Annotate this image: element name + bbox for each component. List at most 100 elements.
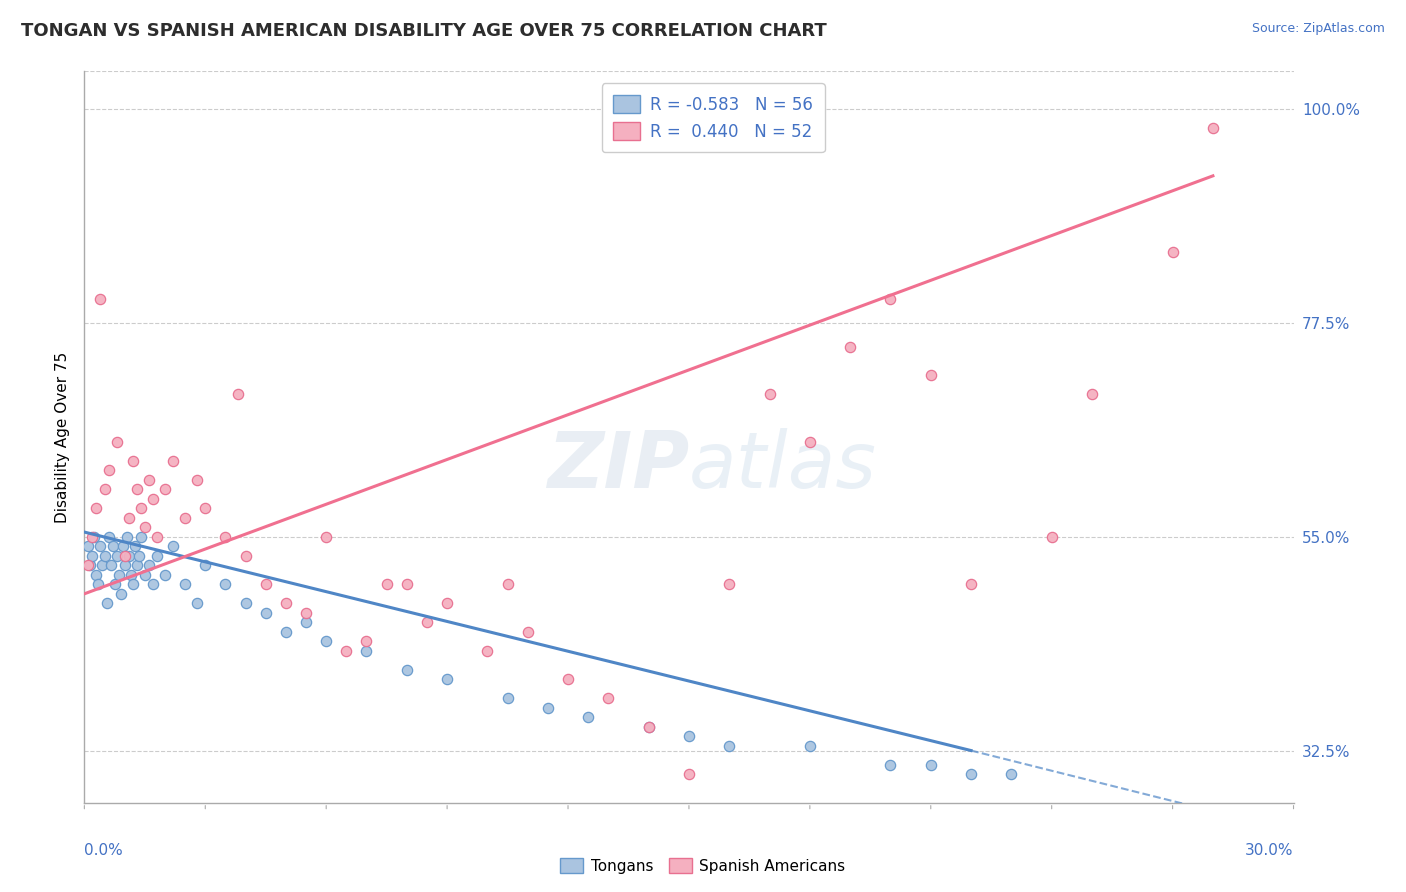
Point (758, 387, 780, 401)
Point (678, 729, 700, 743)
Point (153, 483, 176, 497)
Legend: R = -0.583   N = 56, R =  0.440   N = 52: R = -0.583 N = 56, R = 0.440 N = 52 (602, 83, 824, 153)
Point (186, 596, 208, 610)
Point (718, 577, 741, 591)
Point (105, 434, 128, 449)
Point (799, 739, 821, 753)
Point (142, 577, 165, 591)
Point (97, 463, 120, 477)
Point (186, 473, 208, 487)
Point (194, 501, 217, 516)
Point (146, 530, 169, 544)
Point (111, 539, 134, 553)
Point (83, 530, 105, 544)
Text: 30.0%: 30.0% (1246, 843, 1294, 858)
Point (89, 293, 111, 307)
Point (114, 549, 136, 563)
Text: Source: ZipAtlas.com: Source: ZipAtlas.com (1251, 22, 1385, 36)
Point (226, 387, 249, 401)
Point (1081, 387, 1104, 401)
Point (718, 739, 741, 753)
Point (128, 549, 150, 563)
Point (235, 549, 257, 563)
Point (598, 691, 620, 706)
Point (101, 539, 124, 553)
Point (107, 567, 129, 582)
Point (96, 596, 118, 610)
Point (436, 673, 458, 687)
Point (124, 539, 146, 553)
Point (315, 530, 337, 544)
Point (87, 577, 110, 591)
Point (637, 720, 659, 734)
Point (1040, 530, 1063, 544)
Point (214, 577, 236, 591)
Point (274, 624, 297, 639)
Point (134, 520, 156, 534)
Point (254, 577, 277, 591)
Point (93, 483, 115, 497)
Point (118, 549, 141, 563)
Point (576, 710, 599, 724)
Point (146, 549, 169, 563)
Point (174, 577, 197, 591)
Point (82, 530, 104, 544)
Point (254, 606, 277, 620)
Y-axis label: Disability Age Over 75: Disability Age Over 75 (55, 351, 70, 523)
Point (477, 644, 499, 658)
Point (335, 644, 357, 658)
Point (120, 567, 142, 582)
Point (395, 663, 418, 677)
Point (110, 587, 132, 601)
Point (920, 368, 942, 383)
Point (416, 615, 439, 630)
Text: TONGAN VS SPANISH AMERICAN DISABILITY AGE OVER 75 CORRELATION CHART: TONGAN VS SPANISH AMERICAN DISABILITY AG… (21, 22, 827, 40)
Point (82, 549, 104, 563)
Point (129, 501, 152, 516)
Text: atlas: atlas (689, 428, 877, 504)
Point (125, 558, 148, 573)
Point (194, 558, 217, 573)
Point (295, 615, 318, 630)
Point (174, 511, 197, 525)
Point (105, 549, 128, 563)
Point (395, 577, 418, 591)
Point (557, 673, 579, 687)
Point (235, 596, 257, 610)
Point (1000, 767, 1022, 781)
Point (91, 558, 114, 573)
Point (77, 539, 100, 553)
Point (97, 530, 120, 544)
Point (100, 558, 122, 573)
Point (162, 539, 184, 553)
Point (960, 577, 983, 591)
Point (356, 644, 378, 658)
Point (121, 454, 143, 468)
Point (115, 530, 138, 544)
Point (153, 567, 176, 582)
Point (142, 491, 165, 506)
Point (496, 691, 519, 706)
Point (678, 767, 700, 781)
Point (125, 483, 148, 497)
Point (93, 549, 115, 563)
Point (104, 577, 127, 591)
Point (637, 720, 659, 734)
Point (214, 530, 236, 544)
Point (436, 596, 458, 610)
Point (121, 577, 143, 591)
Point (315, 634, 337, 648)
Point (879, 757, 901, 772)
Point (356, 634, 378, 648)
Point (920, 757, 942, 772)
Point (537, 701, 560, 715)
Point (162, 454, 184, 468)
Point (879, 293, 901, 307)
Point (79, 558, 101, 573)
Point (129, 530, 152, 544)
Point (86, 501, 108, 516)
Point (375, 577, 398, 591)
Point (496, 577, 519, 591)
Point (134, 567, 156, 582)
Point (960, 767, 983, 781)
